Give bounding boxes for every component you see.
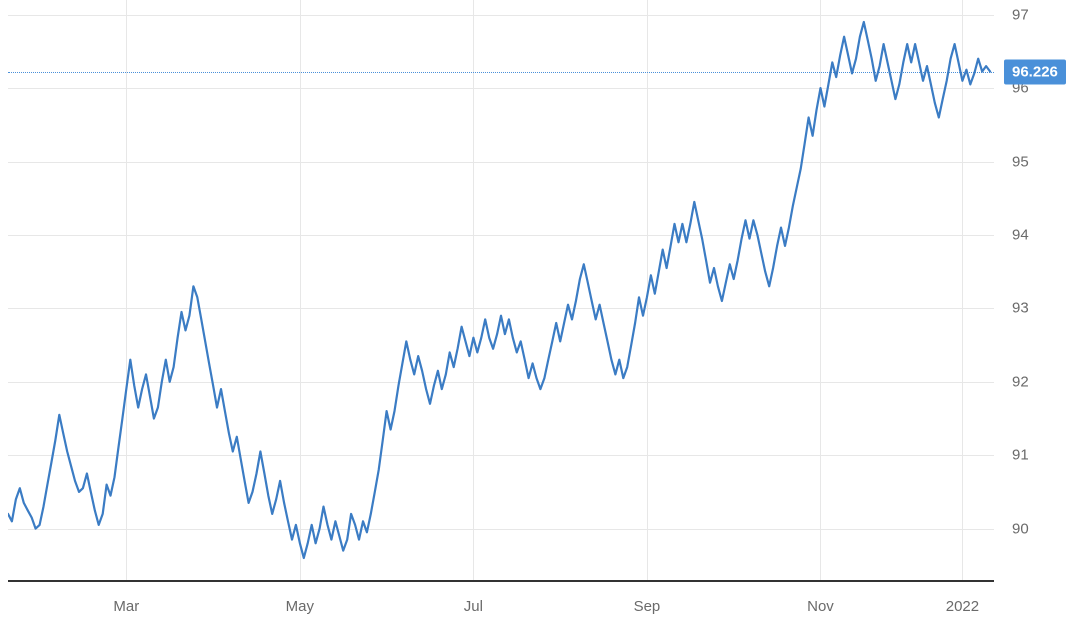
y-tick-label: 93 xyxy=(1012,300,1029,317)
price-chart: 90 91 92 93 94 95 96 97 Mar May Jul Sep … xyxy=(0,0,1080,618)
x-tick-label: Sep xyxy=(634,598,661,615)
y-tick-label: 91 xyxy=(1012,447,1029,464)
y-tick-label: 90 xyxy=(1012,520,1029,537)
x-tick-label: Mar xyxy=(113,598,139,615)
y-tick-label: 94 xyxy=(1012,226,1029,243)
y-tick-label: 95 xyxy=(1012,153,1029,170)
y-tick-label: 92 xyxy=(1012,373,1029,390)
plot-area[interactable] xyxy=(8,0,994,580)
x-tick-label: May xyxy=(286,598,314,615)
line-series xyxy=(8,0,994,580)
x-tick-label: Jul xyxy=(464,598,483,615)
y-tick-label: 97 xyxy=(1012,6,1029,23)
x-axis-line xyxy=(8,580,994,582)
x-tick-label: 2022 xyxy=(946,598,979,615)
last-value-badge: 96.226 xyxy=(1004,59,1066,84)
x-tick-label: Nov xyxy=(807,598,834,615)
